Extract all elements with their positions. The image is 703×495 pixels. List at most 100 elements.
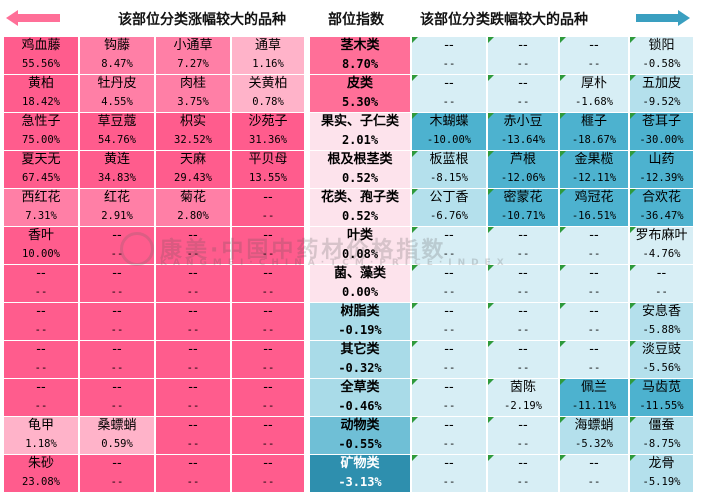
rise-cell: 关黄柏 0.78% <box>232 75 304 112</box>
right-column-title: 该部位分类跌幅较大的品种 <box>420 12 588 28</box>
change-value: -- <box>587 476 601 488</box>
change-value: -- <box>261 286 275 298</box>
herb-name: -- <box>188 456 198 471</box>
cell-marker-icon <box>488 37 494 43</box>
rise-cell: -- -- <box>232 379 304 416</box>
change-value: -- <box>442 400 456 412</box>
change-value: -- <box>261 438 275 450</box>
change-value: -36.47% <box>639 210 684 222</box>
fall-cell: 锁阳 -0.58% <box>630 37 693 74</box>
herb-name: -- <box>263 380 273 395</box>
rise-cell: 桑螵蛸 0.59% <box>80 417 154 454</box>
change-value: 31.36% <box>249 134 287 146</box>
rise-cell: 牡丹皮 4.55% <box>80 75 154 112</box>
change-value: -5.19% <box>642 476 681 488</box>
herb-name: 朱砂 <box>27 456 54 471</box>
fall-cell: 赤小豆 -13.64% <box>488 113 558 150</box>
fall-cell: 木蝴蝶 -10.00% <box>412 113 486 150</box>
change-value: 67.45% <box>22 172 60 184</box>
fall-cell: 板蓝根 -8.15% <box>412 151 486 188</box>
change-value: -9.52% <box>642 96 681 108</box>
index-cell: 根及根茎类 0.52% <box>310 151 410 188</box>
fall-cell: 马齿苋 -11.55% <box>630 379 693 416</box>
change-value: 10.00% <box>22 248 60 260</box>
cell-marker-icon <box>488 379 494 385</box>
change-value: -- <box>516 286 530 298</box>
cell-marker-icon <box>630 151 636 157</box>
herb-name: -- <box>188 380 198 395</box>
cell-marker-icon <box>488 417 494 423</box>
fall-cell: -- -- <box>560 227 628 264</box>
rise-cell: 朱砂 23.08% <box>4 455 78 492</box>
cell-marker-icon <box>412 113 418 119</box>
herb-name: 通草 <box>254 38 281 53</box>
cell-marker-icon <box>412 227 418 233</box>
herb-name: 厚朴 <box>580 76 607 91</box>
index-cell: 茎木类 8.70% <box>310 37 410 74</box>
fall-cell: -- -- <box>488 265 558 302</box>
cell-marker-icon <box>630 379 636 385</box>
rise-cell: -- -- <box>80 455 154 492</box>
cell-marker-icon <box>488 341 494 347</box>
herb-name: 西红花 <box>21 190 61 205</box>
fall-cell: 榧子 -18.67% <box>560 113 628 150</box>
rise-cell: 钩藤 8.47% <box>80 37 154 74</box>
change-value: -- <box>442 248 456 260</box>
cell-marker-icon <box>560 37 566 43</box>
table-row: 黄柏 18.42% 牡丹皮 4.55% 肉桂 3.75% 关黄柏 0.78% 皮类 5.30% --… <box>4 75 699 113</box>
rise-cell: 龟甲 1.18% <box>4 417 78 454</box>
herb-name: -- <box>518 38 528 53</box>
change-value: -5.56% <box>642 362 681 374</box>
change-value: -- <box>516 58 530 70</box>
herb-name: 密蒙花 <box>503 190 543 205</box>
cell-marker-icon <box>630 37 636 43</box>
table-row: -- -- -- -- -- -- -- -- 其它类 -0.32% -- -- -- -- -- -- 淡豆豉… <box>4 341 699 379</box>
change-value: -- <box>587 324 601 336</box>
fall-cell: -- -- <box>412 75 486 112</box>
herb-name: -- <box>36 380 46 395</box>
change-value: -- <box>516 324 530 336</box>
herb-name: 茵陈 <box>509 380 536 395</box>
fall-cell: -- -- <box>412 227 486 264</box>
herb-name: -- <box>263 342 273 357</box>
change-value: -- <box>261 248 275 260</box>
change-value: -5.32% <box>575 438 613 450</box>
fall-cell: -- -- <box>412 455 486 492</box>
herb-name: 天麻 <box>179 152 206 167</box>
change-value: -- <box>110 324 124 336</box>
herb-name: -- <box>112 456 122 471</box>
change-value: -5.88% <box>642 324 681 336</box>
index-cell: 动物类 -0.55% <box>310 417 410 454</box>
rise-cell: -- -- <box>80 341 154 378</box>
change-value: -- <box>587 58 601 70</box>
cell-marker-icon <box>488 303 494 309</box>
fall-cell: -- -- <box>412 341 486 378</box>
cell-marker-icon <box>560 379 566 385</box>
cell-marker-icon <box>412 265 418 271</box>
change-value: -- <box>442 58 456 70</box>
change-value: 2.01% <box>341 133 379 147</box>
herb-name: -- <box>36 342 46 357</box>
herb-name: -- <box>263 190 273 205</box>
herb-name: 榧子 <box>580 114 607 129</box>
change-value: 13.55% <box>249 172 287 184</box>
herb-name: -- <box>444 304 454 319</box>
rise-cell: -- -- <box>80 265 154 302</box>
herb-name: -- <box>263 266 273 281</box>
cell-marker-icon <box>560 417 566 423</box>
change-value: -- <box>110 362 124 374</box>
herb-name: -- <box>112 266 122 281</box>
herb-name: 僵蚕 <box>648 418 675 433</box>
herb-name: -- <box>589 266 599 281</box>
change-value: 55.56% <box>22 58 60 70</box>
herb-name: 桑螵蛸 <box>97 418 137 433</box>
change-value: -- <box>442 286 456 298</box>
fall-cell: 鸡冠花 -16.51% <box>560 189 628 226</box>
index-cell: 果实、子仁类 2.01% <box>310 113 410 150</box>
herb-name: 红花 <box>103 190 130 205</box>
fall-cell: -- -- <box>560 265 628 302</box>
rise-cell: 红花 2.91% <box>80 189 154 226</box>
herb-name: 淡豆豉 <box>641 342 681 357</box>
table-row: 急性子 75.00% 草豆蔻 54.76% 枳实 32.52% 沙苑子 31.36% 果实、子仁… <box>4 113 699 151</box>
